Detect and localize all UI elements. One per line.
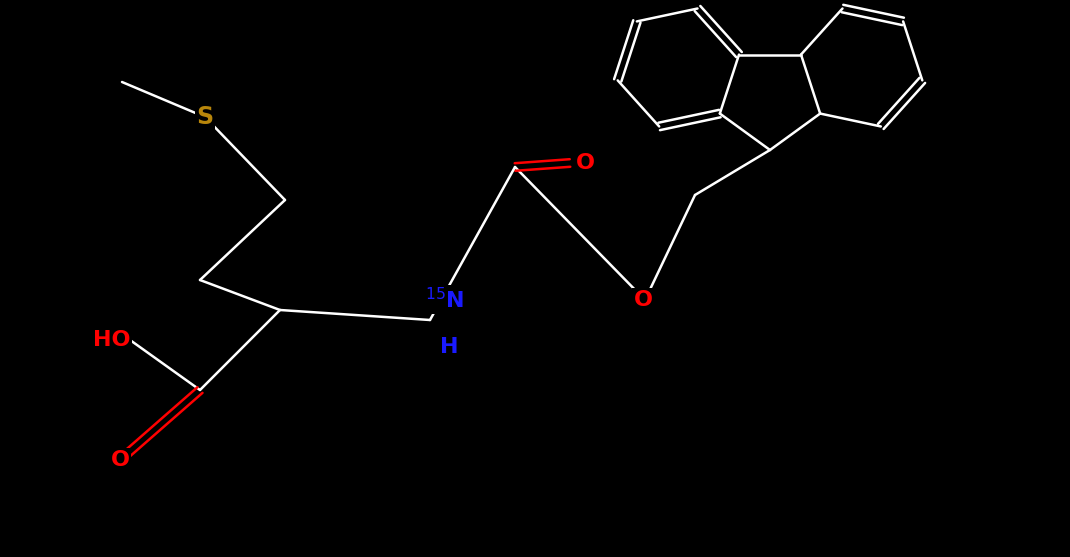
Text: O: O — [633, 290, 653, 310]
Text: O: O — [576, 153, 595, 173]
Text: S: S — [197, 105, 214, 129]
Text: $^{15}$N: $^{15}$N — [425, 287, 464, 312]
Text: H: H — [440, 337, 459, 357]
Text: HO: HO — [92, 330, 129, 350]
Text: O: O — [110, 450, 129, 470]
